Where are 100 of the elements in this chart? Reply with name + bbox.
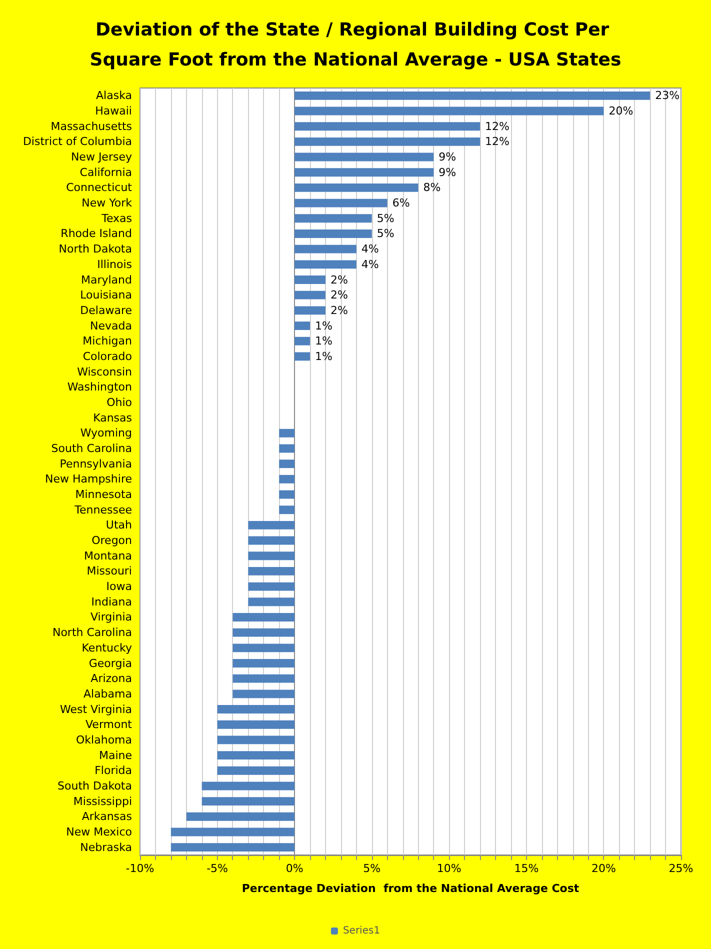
bar bbox=[170, 828, 295, 836]
x-tick-label: 20% bbox=[591, 862, 616, 875]
data-label: 9% bbox=[438, 150, 456, 164]
y-tick-label: Iowa bbox=[106, 580, 132, 594]
y-tick-label: Ohio bbox=[106, 396, 132, 409]
y-tick-label: Georgia bbox=[88, 656, 132, 670]
bar bbox=[294, 290, 326, 300]
bar bbox=[248, 582, 295, 591]
y-tick-label: Texas bbox=[100, 212, 132, 225]
data-label: 1% bbox=[315, 319, 332, 332]
bar bbox=[294, 336, 310, 346]
bar bbox=[279, 428, 295, 438]
y-tick-label: North Dakota bbox=[58, 242, 132, 256]
bar bbox=[294, 168, 434, 177]
y-tick-label: Kansas bbox=[93, 411, 132, 424]
data-label: 12% bbox=[485, 135, 510, 148]
x-tick-label: 15% bbox=[514, 862, 539, 875]
y-tick-label: Montana bbox=[84, 549, 132, 562]
chart-title: Deviation of the State / Regional Building Cost Per Square Foot from the National Average - USA States bbox=[90, 20, 622, 70]
data-label: 9% bbox=[438, 166, 456, 179]
y-tick-label: Wisconsin bbox=[77, 365, 132, 378]
y-tick-label: Virginia bbox=[90, 610, 132, 624]
data-label: 5% bbox=[376, 212, 394, 225]
data-label: 6% bbox=[392, 196, 410, 210]
y-tick-label: Nebraska bbox=[80, 840, 132, 854]
y-tick-label: Colorado bbox=[82, 350, 132, 363]
x-tick-label: 10% bbox=[436, 862, 462, 875]
y-tick-label: Alabama bbox=[83, 687, 132, 700]
y-tick-label: South Carolina bbox=[51, 442, 132, 455]
y-tick-label: Wyoming bbox=[80, 426, 132, 440]
bar bbox=[294, 137, 480, 146]
y-tick-label: New Jersey bbox=[70, 150, 132, 164]
y-tick-label: Hawaii bbox=[95, 104, 132, 118]
bar bbox=[294, 276, 326, 284]
data-label: 20% bbox=[608, 104, 634, 118]
y-tick-label: Tennessee bbox=[74, 503, 132, 516]
y-tick-label: Nevada bbox=[90, 319, 132, 332]
y-tick-label: Vermont bbox=[86, 718, 133, 732]
y-tick-label: Washington bbox=[67, 380, 132, 394]
bar bbox=[294, 106, 604, 116]
x-tick-label: -10% bbox=[126, 862, 154, 875]
bar bbox=[248, 598, 295, 606]
bar bbox=[170, 843, 295, 852]
y-tick-label: Massachusetts bbox=[50, 120, 132, 133]
bar bbox=[279, 444, 295, 453]
y-tick-label: New Mexico bbox=[66, 825, 132, 838]
bar bbox=[217, 705, 295, 714]
bar bbox=[294, 322, 310, 330]
data-label: 2% bbox=[330, 288, 348, 302]
x-tick-label: 0% bbox=[286, 862, 304, 875]
bar bbox=[248, 566, 295, 576]
legend-label: Series1 bbox=[342, 926, 380, 936]
y-tick-label: Maryland bbox=[80, 273, 132, 286]
bar bbox=[279, 490, 295, 499]
y-tick-label: Indiana bbox=[91, 595, 132, 608]
bar bbox=[186, 812, 295, 821]
bar bbox=[232, 628, 295, 637]
y-tick-label: North Carolina bbox=[52, 626, 132, 640]
bar bbox=[232, 674, 295, 683]
bar bbox=[202, 782, 295, 790]
y-tick-label: Connecticut bbox=[66, 181, 133, 194]
y-tick-label: Pennsylvania bbox=[60, 457, 132, 470]
bar bbox=[294, 152, 434, 162]
data-label: 2% bbox=[330, 304, 348, 317]
bar bbox=[232, 659, 295, 668]
bar bbox=[248, 536, 295, 545]
bar bbox=[294, 91, 650, 100]
bar bbox=[232, 613, 295, 622]
y-tick-label: Michigan bbox=[82, 334, 132, 348]
data-label: 1% bbox=[315, 350, 332, 363]
y-tick-label: West Virginia bbox=[60, 702, 132, 716]
y-tick-label: Utah bbox=[106, 518, 132, 532]
y-tick-label: New Hampshire bbox=[44, 472, 132, 486]
bar bbox=[294, 244, 356, 254]
y-tick-label: Rhode Island bbox=[60, 227, 132, 240]
bar bbox=[248, 552, 295, 560]
x-tick-label: -5% bbox=[206, 862, 228, 875]
bar bbox=[279, 474, 295, 484]
y-tick-label: District of Columbia bbox=[22, 135, 132, 148]
x-tick-label: 25% bbox=[668, 862, 694, 875]
y-tick-label: Oklahoma bbox=[76, 733, 132, 746]
y-tick-label: New York bbox=[82, 196, 133, 210]
data-label: 8% bbox=[423, 181, 441, 194]
x-axis-title: Percentage Deviation from the National Average Cost bbox=[242, 882, 580, 895]
y-tick-label: Louisiana bbox=[80, 288, 132, 302]
y-tick-label: Oregon bbox=[92, 534, 132, 548]
bar bbox=[217, 736, 295, 744]
y-tick-label: Illinois bbox=[97, 258, 132, 271]
bar bbox=[232, 690, 295, 698]
data-label: 4% bbox=[361, 258, 379, 271]
y-tick-label: Maine bbox=[98, 748, 132, 762]
y-tick-label: South Dakota bbox=[58, 779, 132, 792]
y-tick-label: Arkansas bbox=[82, 810, 132, 824]
bar bbox=[202, 797, 295, 806]
data-label: 5% bbox=[376, 227, 394, 240]
y-tick-label: Minnesota bbox=[75, 488, 132, 502]
data-label: 12% bbox=[485, 120, 510, 133]
data-label: 1% bbox=[315, 334, 332, 348]
y-tick-label: Missouri bbox=[86, 564, 132, 578]
y-tick-label: Mississippi bbox=[73, 794, 132, 808]
